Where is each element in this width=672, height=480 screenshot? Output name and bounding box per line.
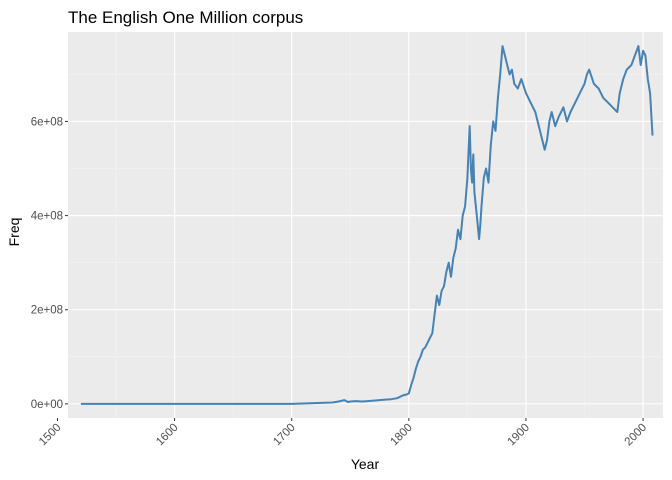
x-tick-label: 1500 xyxy=(37,422,64,449)
major-gridlines xyxy=(56,32,663,418)
x-axis-title: Year xyxy=(351,456,380,472)
y-tick-label: 4e+08 xyxy=(31,211,63,223)
x-tick-label: 1600 xyxy=(154,422,181,449)
y-tick-label: 2e+08 xyxy=(31,305,63,317)
x-tick-label: 2000 xyxy=(623,422,650,449)
x-tick-label: 1800 xyxy=(388,422,415,449)
chart-title: The English One Million corpus xyxy=(68,8,303,27)
y-tick-label: 6e+08 xyxy=(31,116,63,128)
x-tick-label: 1700 xyxy=(271,422,298,449)
y-axis: 0e+00 2e+08 4e+08 6e+08 xyxy=(31,116,68,411)
minor-gridlines xyxy=(68,32,663,418)
y-axis-title: Freq xyxy=(6,218,22,247)
y-tick-label: 0e+00 xyxy=(31,399,63,411)
series-line xyxy=(80,45,654,405)
x-axis: 1500 1600 1700 1800 1900 2000 xyxy=(37,418,649,448)
x-tick-label: 1900 xyxy=(506,422,533,449)
plot-panel xyxy=(68,32,663,418)
